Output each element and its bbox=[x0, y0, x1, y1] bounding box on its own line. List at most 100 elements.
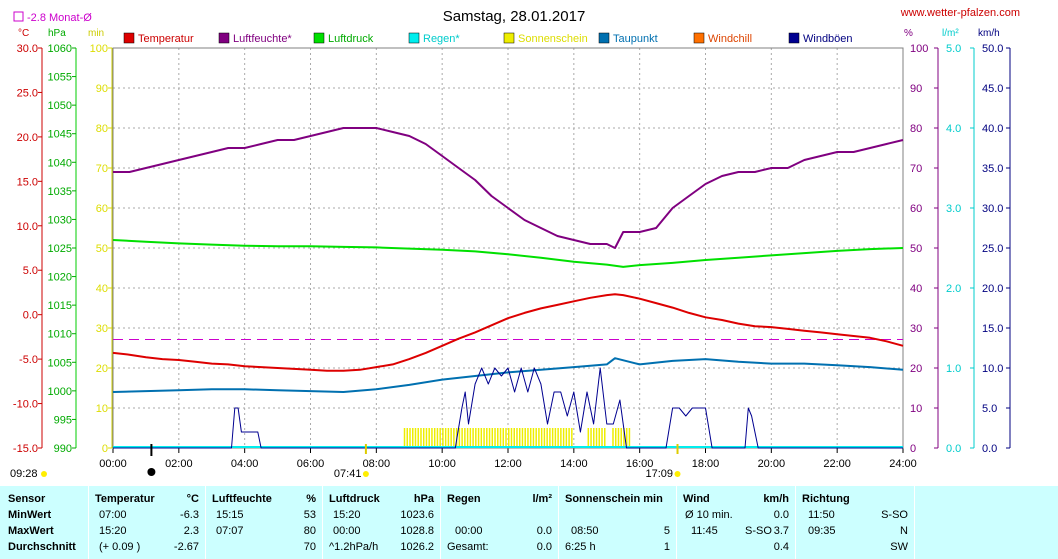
hum-tick-3: 70 bbox=[910, 163, 922, 175]
wind-max-time: 11:45 bbox=[691, 525, 718, 537]
wind-tick-7: 15.0 bbox=[982, 323, 1003, 335]
series-line-0 bbox=[112, 293, 904, 372]
sunshine-bar-11 bbox=[433, 428, 436, 448]
legend: Temperatur Luftfeuchte* Luftdruck Regen* Son… bbox=[123, 32, 853, 45]
sunshine-bar-26 bbox=[475, 428, 477, 448]
sunshine-bar-14 bbox=[442, 428, 444, 448]
hum-unit: % bbox=[904, 28, 913, 39]
sunshine-bar-48 bbox=[535, 428, 537, 448]
dir-min-value: S-SO bbox=[881, 509, 908, 521]
weather-chart: Samstag, 28.01.2017 www.wetter-pfalzen.c… bbox=[10, 7, 1020, 480]
sunshine-bar-24 bbox=[469, 428, 472, 448]
temp-min-value: -6.3 bbox=[180, 509, 199, 521]
sunshine-bar-65 bbox=[595, 428, 598, 448]
temp-header: Temperatur bbox=[95, 493, 155, 505]
sunshine-bar-22 bbox=[464, 428, 466, 448]
sunshine-bar-17 bbox=[450, 428, 452, 448]
rain-max-time: 00:00 bbox=[455, 525, 483, 537]
sunshine-bar-41 bbox=[516, 428, 518, 448]
sensor-header: Sensor bbox=[8, 493, 46, 505]
wind-tick-9: 5.0 bbox=[982, 403, 997, 415]
month-avg-icon bbox=[13, 11, 24, 22]
hum-tick-2: 80 bbox=[910, 123, 922, 135]
legend-label-6: Windchill bbox=[708, 33, 752, 45]
sunshine-bar-18 bbox=[453, 428, 455, 448]
press-tick-4: 1040 bbox=[48, 157, 72, 169]
sunshine-bar-51 bbox=[543, 428, 546, 448]
wind-tick-8: 10.0 bbox=[982, 363, 1003, 375]
sunshine-bar-61 bbox=[571, 428, 573, 448]
hum-tick-5: 50 bbox=[910, 243, 922, 255]
wind-avg10-label: Ø 10 min. bbox=[685, 509, 733, 521]
sunshine-bar-32 bbox=[491, 428, 494, 448]
sunshine-bar-58 bbox=[562, 428, 565, 448]
sunset-icon bbox=[674, 471, 681, 477]
sunshine-bar-4 bbox=[414, 428, 417, 448]
temp-tick-1: 25.0 bbox=[17, 87, 38, 99]
moon-icon bbox=[147, 468, 156, 476]
legend-label-5: Taupunkt bbox=[613, 33, 658, 45]
press-unit-cell: hPa bbox=[413, 493, 434, 505]
sunshine-bar-47 bbox=[532, 428, 535, 448]
sun-tick-8: 20 bbox=[96, 363, 108, 375]
sunshine-bar-43 bbox=[521, 428, 524, 448]
x-tick-3: 06:00 bbox=[297, 458, 325, 470]
dir-max-time: 09:35 bbox=[808, 525, 836, 537]
x-tick-6: 12:00 bbox=[494, 458, 522, 470]
sunshine-bar-60 bbox=[568, 428, 570, 448]
sunshine-bar-2 bbox=[409, 428, 411, 448]
sunshine-bar-16 bbox=[447, 428, 450, 448]
sunshine-bar-7 bbox=[422, 428, 425, 448]
x-tick-12: 24:00 bbox=[889, 458, 917, 470]
wind-header: Wind bbox=[683, 493, 710, 505]
hum-tick-4: 60 bbox=[910, 203, 922, 215]
sun-total-value: 1 bbox=[663, 541, 670, 553]
sunshine-bar-25 bbox=[472, 428, 474, 448]
sun-unit: min bbox=[88, 28, 104, 39]
x-tick-5: 10:00 bbox=[428, 458, 456, 470]
legend-label-2: Luftdruck bbox=[328, 33, 374, 45]
hum-min-value: 53 bbox=[303, 509, 316, 521]
sunshine-bar-54 bbox=[551, 428, 554, 448]
wind-unit-cell: km/h bbox=[763, 493, 789, 505]
chart-title: Samstag, 28.01.2017 bbox=[443, 8, 586, 25]
sun-tick-1: 90 bbox=[96, 83, 108, 95]
stats-table: Sensor MinWert MaxWert Durchschnitt Temp… bbox=[0, 486, 1058, 559]
temp-tick-3: 15.0 bbox=[17, 176, 38, 188]
press-tick-11: 1005 bbox=[48, 357, 72, 369]
legend-swatch-7 bbox=[788, 32, 800, 44]
press-avg-value: 1026.2 bbox=[400, 541, 434, 553]
temp-avg-value: -2.67 bbox=[173, 541, 199, 553]
legend-swatch-2 bbox=[313, 32, 325, 44]
dir-header: Richtung bbox=[802, 493, 850, 505]
rain-unit: l/m² bbox=[942, 28, 959, 39]
sunshine-bar-27 bbox=[477, 428, 480, 448]
sunshine-bar-15 bbox=[444, 428, 447, 448]
wind-tick-10: 0.0 bbox=[982, 443, 997, 455]
max-row-label: MaxWert bbox=[8, 525, 54, 537]
press-tick-3: 1045 bbox=[48, 129, 72, 141]
sunshine-bar-52 bbox=[546, 428, 548, 448]
month-avg-label: -2.8 Monat-Ø bbox=[27, 12, 92, 24]
press-tick-12: 1000 bbox=[48, 386, 72, 398]
wind-tick-5: 25.0 bbox=[982, 243, 1003, 255]
series-line-2 bbox=[112, 239, 904, 268]
sun-tick-10: 0 bbox=[102, 443, 108, 455]
sunshine-bar-34 bbox=[497, 428, 499, 448]
sunshine-bar-74 bbox=[625, 428, 628, 448]
site-link[interactable]: www.wetter-pfalzen.com bbox=[900, 7, 1020, 19]
sun-tick-2: 80 bbox=[96, 123, 108, 135]
temp-unit: °C bbox=[18, 28, 29, 39]
press-tick-10: 1010 bbox=[48, 329, 72, 341]
sunshine-bar-50 bbox=[540, 428, 543, 448]
wind-tick-1: 45.0 bbox=[982, 83, 1003, 95]
time-markers: 09:28 07:41 17:09 bbox=[10, 444, 681, 480]
temp-tick-4: 10.0 bbox=[17, 221, 38, 233]
sunshine-bar-39 bbox=[510, 428, 513, 448]
x-tick-1: 02:00 bbox=[165, 458, 193, 470]
sunshine-bar-44 bbox=[524, 428, 526, 448]
sunshine-bar-73 bbox=[623, 428, 625, 448]
dir-min-time: 11:50 bbox=[808, 509, 835, 521]
hum-header: Luftfeuchte bbox=[212, 493, 272, 505]
temp-trend: (+ 0.09 ) bbox=[99, 541, 141, 553]
